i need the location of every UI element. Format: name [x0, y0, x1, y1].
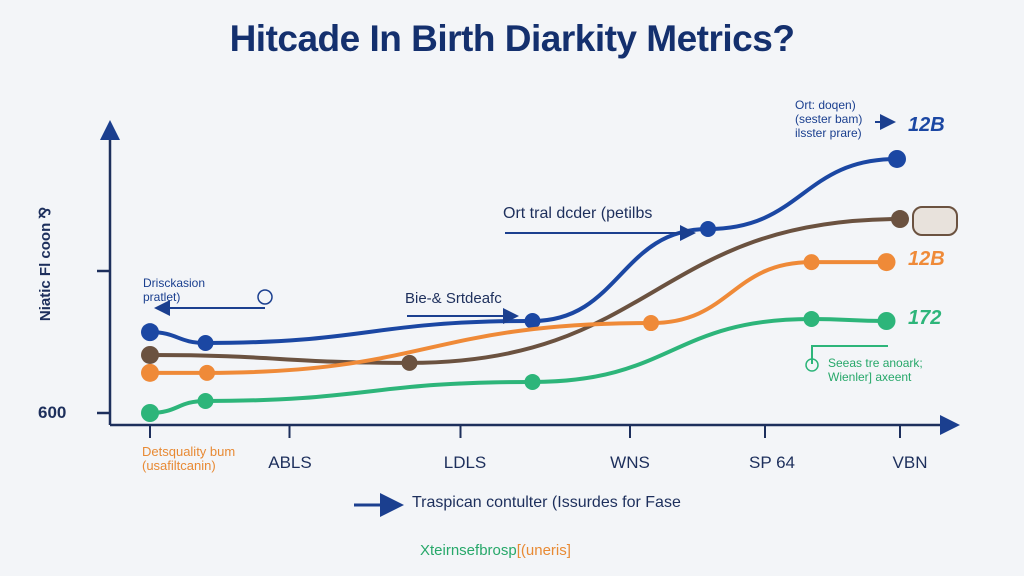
annotation-left: Drisckasion pratlet)	[143, 276, 206, 304]
series-line-green	[148, 316, 889, 415]
annotation-connector	[811, 345, 888, 364]
data-point-green	[803, 310, 820, 327]
data-point-blue	[524, 312, 541, 329]
chart-title: Hitcade In Birth Diarkity Metrics?	[229, 18, 795, 59]
y-tick-label: 600	[38, 403, 67, 422]
x-tick-label-0: Detsquality bum (usafiltcanin)	[142, 444, 236, 473]
annotation-marker-icon	[805, 358, 819, 372]
annotation-top-right: Ort: doqen) (sester bam) ilsster prare)	[795, 98, 863, 140]
x-tick-label-1: ABLS	[268, 453, 312, 472]
data-point-green	[141, 404, 159, 422]
data-point-orange	[643, 315, 659, 332]
annotation-mid-upper: Ort tral dcder (petilbs	[503, 205, 653, 222]
data-point-orange	[803, 254, 820, 271]
data-point-blue	[700, 220, 716, 237]
footer-green: Xteirnsefbrosp	[420, 542, 517, 559]
annotation-green: Seeas tre anoark; Wienler] axeent	[828, 356, 923, 384]
footer-note: Xteirnsefbrosp[(uneris]	[420, 542, 571, 559]
data-point-brown	[141, 345, 159, 364]
series-line-blue	[148, 156, 899, 345]
y-axis-label: Niatic Fl coon ⅋	[37, 206, 55, 322]
end-label-orange: 12B	[908, 248, 945, 270]
data-point-green	[877, 311, 896, 330]
series-line-brown	[148, 217, 902, 365]
end-badge-brown-icon	[912, 206, 958, 236]
end-label-green: 172	[908, 307, 942, 329]
data-point-green	[524, 373, 541, 390]
x-tick-label-2: LDLS	[443, 453, 487, 472]
data-point-orange	[199, 364, 215, 381]
data-point-orange	[877, 253, 896, 272]
x-tick-label-5: VBN	[892, 453, 928, 472]
data-point-brown	[401, 354, 418, 371]
end-label-blue: 12B	[908, 114, 945, 136]
footer-orange: [(uneris]	[516, 542, 571, 559]
x-tick-label-4: SP 64	[748, 453, 796, 472]
annotation-marker-icon	[257, 289, 273, 305]
legend-entry: Traspican contulter (Issurdes for Fase	[412, 494, 681, 511]
data-point-blue	[197, 334, 214, 351]
x-tick-label-3: WNS	[610, 453, 650, 472]
data-point-orange	[141, 363, 159, 382]
data-point-brown	[891, 210, 909, 229]
annotation-mid-lower: Bie-& Srtdeafc	[405, 290, 502, 307]
data-point-green	[197, 392, 214, 409]
data-point-blue	[141, 323, 159, 342]
data-point-blue	[888, 149, 906, 168]
